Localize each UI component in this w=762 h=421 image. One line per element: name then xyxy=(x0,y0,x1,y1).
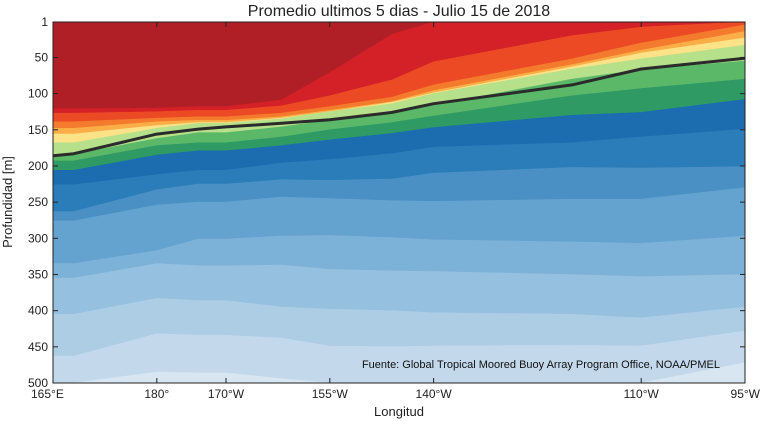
x-tick-label: 170°W xyxy=(208,387,245,401)
y-tick-label: 350 xyxy=(28,267,48,281)
y-tick-label: 250 xyxy=(28,195,48,209)
y-tick-label: 150 xyxy=(28,123,48,137)
y-tick-label: 1 xyxy=(41,15,48,29)
y-tick-label: 200 xyxy=(28,159,48,173)
contour-band xyxy=(53,362,745,383)
y-tick-label: 500 xyxy=(28,376,48,390)
contour-bands xyxy=(53,22,745,383)
y-tick-label: 400 xyxy=(28,304,48,318)
source-note: Fuente: Global Tropical Moored Buoy Arra… xyxy=(362,359,720,371)
x-tick-label: 140°W xyxy=(416,387,453,401)
y-axis-label: Profundidad [m] xyxy=(0,156,15,248)
thermocline-line xyxy=(53,56,745,158)
y-tick-label: 100 xyxy=(28,87,48,101)
x-tick-label: 95°W xyxy=(731,387,761,401)
x-axis: 165°E 180° 170°W 155°W 140°W 110°W 95°W xyxy=(31,22,761,401)
x-tick-label: 180° xyxy=(144,387,169,401)
x-tick-label: 165°E xyxy=(31,387,64,401)
x-tick-label: 155°W xyxy=(312,387,349,401)
x-tick-label: 110°W xyxy=(624,387,660,401)
chart-title: Promedio ultimos 5 dias - Julio 15 de 20… xyxy=(248,3,550,20)
y-tick-label: 50 xyxy=(35,50,49,64)
y-tick-label: 300 xyxy=(28,231,48,245)
y-tick-label: 450 xyxy=(28,340,48,354)
plot-area xyxy=(52,21,746,384)
x-axis-label: Longitud xyxy=(374,404,424,419)
